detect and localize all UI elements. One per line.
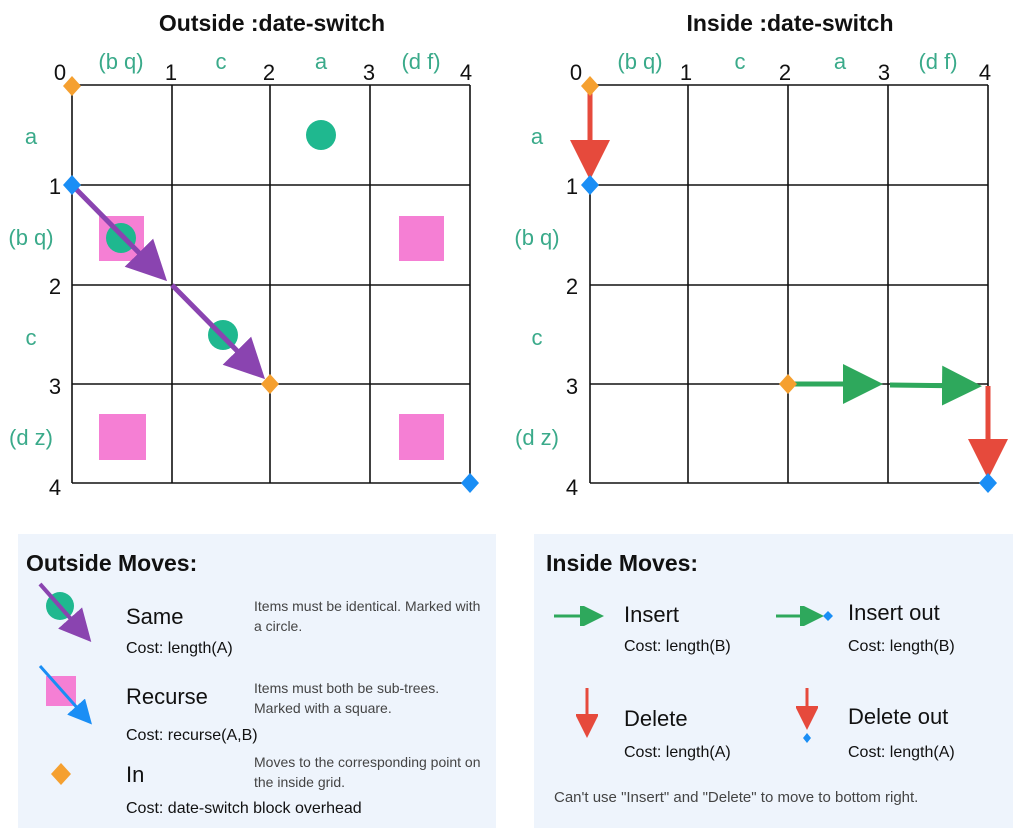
col-num: 0 [570, 60, 582, 85]
inside-grid-title: Inside :date-switch [686, 10, 893, 36]
row-label: a [531, 124, 544, 149]
row-label: a [25, 124, 38, 149]
row-label: (b q) [514, 225, 559, 250]
move-cost: Cost: recurse(A,B) [126, 727, 258, 744]
row-num: 2 [566, 274, 578, 299]
move-cost: Cost: length(A) [848, 744, 955, 761]
outside-moves-heading: Outside Moves: [26, 550, 198, 576]
insert-arrow-icon [554, 606, 604, 626]
inside-moves-panel: Inside Moves: Insert Cost: length(B) Ins… [534, 534, 1013, 828]
row-label: (b q) [8, 225, 53, 250]
move-cost: Cost: length(B) [848, 638, 955, 655]
move-note: Moves to the corresponding point on the … [254, 754, 481, 790]
move-name: Delete [624, 706, 688, 731]
move-cost: Cost: length(A) [126, 640, 233, 657]
recurse-square [99, 414, 146, 460]
col-num: 1 [680, 60, 692, 85]
inside-moves-heading: Inside Moves: [546, 550, 699, 576]
row-num: 1 [49, 174, 61, 199]
col-label: (b q) [98, 49, 143, 74]
in-diamond-icon [51, 763, 71, 785]
move-name: Recurse [126, 684, 208, 709]
row-num: 2 [49, 274, 61, 299]
move-name: In [126, 762, 145, 787]
col-label: (b q) [617, 49, 662, 74]
col-label: c [735, 49, 746, 74]
col-num: 4 [979, 60, 991, 85]
insert-arrow [889, 365, 982, 406]
same-circle [306, 120, 336, 150]
same-icon [38, 582, 92, 642]
same-path-arrow [70, 183, 168, 282]
in-diamond [581, 76, 599, 96]
col-num: 2 [779, 60, 791, 85]
col-num: 0 [54, 60, 66, 85]
move-note: Items must both be sub-trees. Marked wit… [254, 680, 440, 716]
col-num: 3 [363, 60, 375, 85]
inside-moves-footnote: Can't use "Insert" and "Delete" to move … [554, 789, 919, 806]
row-label: c [26, 325, 37, 350]
move-name: Delete out [848, 704, 949, 729]
outside-grid-title: Outside :date-switch [159, 10, 385, 36]
move-cost: Cost: length(A) [624, 744, 731, 761]
row-label: (d z) [515, 425, 559, 450]
outside-moves-panel: Outside Moves: Same Cost: length(A) Item… [18, 534, 496, 828]
out-diamond [581, 175, 599, 195]
col-num: 4 [460, 60, 472, 85]
col-label: (d f) [401, 49, 440, 74]
col-label: c [216, 49, 227, 74]
col-num: 2 [263, 60, 275, 85]
recurse-square [399, 414, 444, 460]
in-diamond [63, 76, 81, 96]
row-label: c [532, 325, 543, 350]
in-diamond [779, 374, 797, 394]
move-name: Insert out [848, 600, 940, 625]
inside-grid-lines [589, 84, 989, 484]
out-diamond [979, 473, 997, 493]
move-note: Items must be identical. Marked with a c… [254, 598, 481, 634]
out-diamond [63, 175, 81, 195]
delete-out-arrow-icon [796, 688, 818, 743]
col-num: 3 [878, 60, 890, 85]
col-label: a [834, 49, 847, 74]
col-label: (d f) [918, 49, 957, 74]
insert-out-arrow-icon [776, 606, 833, 626]
move-name: Insert [624, 602, 680, 627]
out-diamond [461, 473, 479, 493]
move-cost: Cost: length(B) [624, 638, 731, 655]
row-num: 3 [49, 374, 61, 399]
row-label: (d z) [9, 425, 53, 450]
same-path-arrow [170, 283, 266, 380]
move-name: Same [126, 604, 184, 629]
col-label: a [315, 49, 328, 74]
recurse-icon [38, 665, 92, 725]
delete-arrow-icon [576, 688, 598, 738]
col-num: 1 [165, 60, 177, 85]
outside-grid-lines [71, 84, 471, 484]
row-num: 3 [566, 374, 578, 399]
recurse-square [399, 216, 444, 261]
row-num: 4 [566, 475, 578, 500]
row-num: 1 [566, 174, 578, 199]
row-num: 4 [49, 475, 61, 500]
in-diamond [261, 374, 279, 394]
move-cost: Cost: date-switch block overhead [126, 800, 362, 817]
